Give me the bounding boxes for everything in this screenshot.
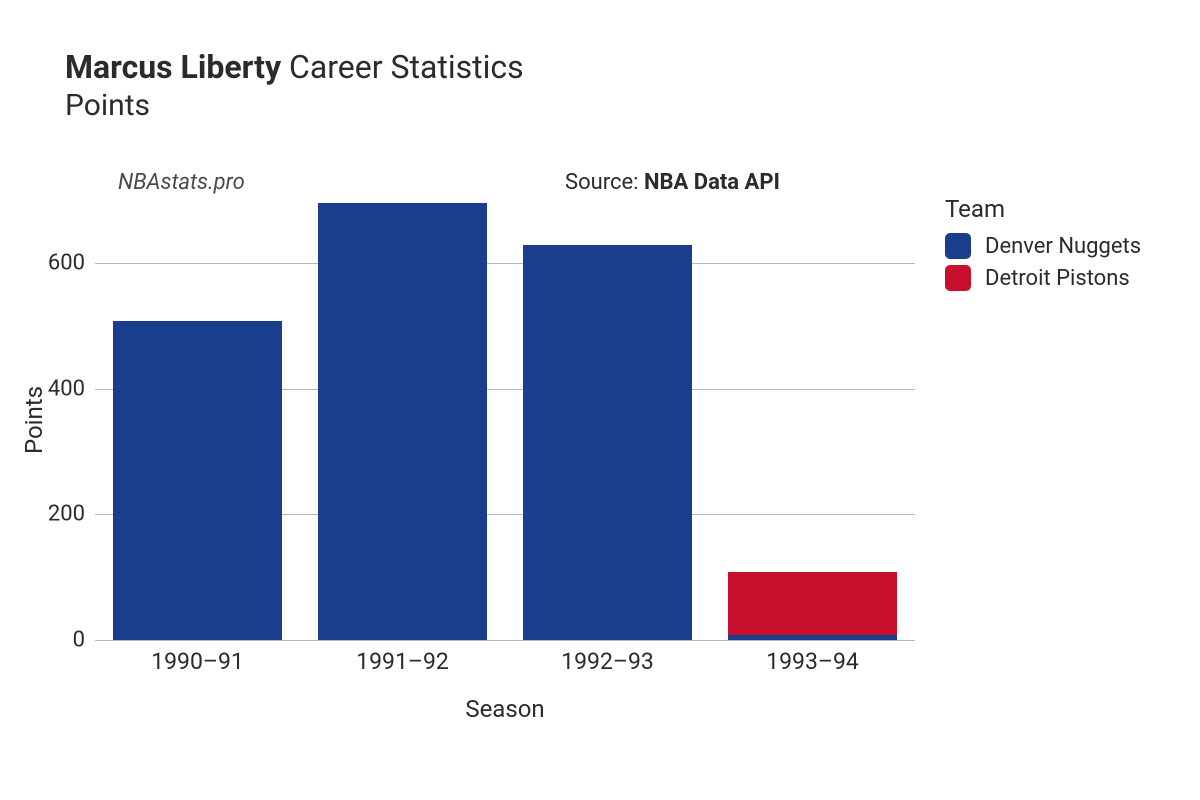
- bar-segment: [728, 635, 896, 640]
- source-attribution: Source: NBA Data API: [565, 170, 780, 195]
- bar-segment: [318, 203, 486, 640]
- x-tick-label: 1991–92: [356, 648, 449, 675]
- source-prefix: Source:: [565, 170, 644, 195]
- legend-title: Team: [945, 195, 1141, 223]
- bar-segment: [113, 321, 281, 640]
- x-tick-label: 1992–93: [561, 648, 654, 675]
- legend-item: Detroit Pistons: [945, 265, 1141, 291]
- chart-title: Marcus Liberty Career Statistics Points: [65, 48, 524, 123]
- title-suffix: Career Statistics: [281, 48, 524, 86]
- legend-swatch: [945, 233, 971, 259]
- y-tick-label: 200: [25, 502, 85, 527]
- legend-label: Denver Nuggets: [985, 234, 1141, 259]
- bar-segment: [728, 572, 896, 635]
- title-player-name: Marcus Liberty: [65, 48, 281, 86]
- bar-segment: [523, 245, 691, 640]
- source-name: NBA Data API: [644, 170, 780, 195]
- watermark-text: NBAstats.pro: [118, 170, 245, 195]
- legend-item: Denver Nuggets: [945, 233, 1141, 259]
- gridline: [95, 263, 915, 264]
- legend: Team Denver Nuggets Detroit Pistons: [945, 195, 1141, 297]
- legend-label: Detroit Pistons: [985, 266, 1130, 291]
- x-axis-label: Season: [465, 695, 544, 723]
- y-tick-label: 600: [25, 250, 85, 275]
- x-tick-label: 1990–91: [151, 648, 244, 675]
- chart-plot-area: 02004006001990–911991–921992–931993–94: [95, 200, 915, 640]
- legend-swatch: [945, 265, 971, 291]
- title-line-1: Marcus Liberty Career Statistics: [65, 48, 524, 86]
- bar: [523, 245, 691, 640]
- x-tick-label: 1993–94: [766, 648, 859, 675]
- bar: [728, 572, 896, 641]
- bar: [113, 321, 281, 640]
- title-subtitle: Points: [65, 88, 524, 123]
- y-tick-label: 0: [25, 628, 85, 653]
- gridline: [95, 640, 915, 641]
- bar: [318, 203, 486, 640]
- y-tick-label: 400: [25, 376, 85, 401]
